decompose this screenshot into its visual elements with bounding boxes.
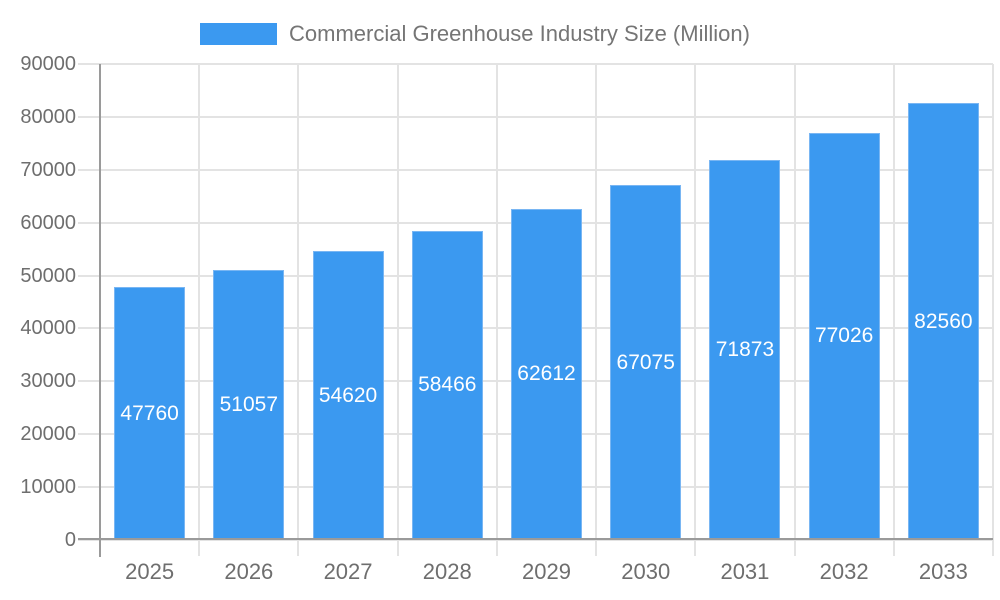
bar-value-label: 47760	[120, 401, 179, 425]
y-tick-label: 0	[64, 529, 76, 551]
bar-value-label: 51057	[219, 392, 279, 416]
bar-2025[interactable]	[114, 287, 186, 540]
y-tick-label: 10000	[20, 476, 76, 499]
bar-2031[interactable]	[709, 159, 781, 540]
bar-2029[interactable]	[511, 208, 582, 540]
x-tick-label-2032: 2032	[819, 559, 869, 584]
x-tick-label-2030: 2030	[621, 559, 671, 584]
y-tick-label: 90000	[20, 53, 76, 75]
y-grid-line	[78, 168, 993, 171]
y-grid-line	[78, 115, 993, 118]
bar-2027[interactable]	[312, 251, 384, 540]
x-tick-label-2029: 2029	[522, 559, 571, 584]
bar-value-label: 82560	[914, 309, 973, 333]
bar-value-label: 67075	[616, 350, 675, 374]
bar-2026[interactable]	[213, 269, 285, 540]
x-grid-line	[694, 64, 697, 556]
x-tick-label-2026: 2026	[224, 559, 274, 584]
y-tick-label: 70000	[20, 158, 76, 181]
bar-2028[interactable]	[411, 230, 483, 540]
x-grid-line	[396, 64, 399, 556]
x-grid-line	[297, 64, 300, 556]
bar-value-label: 62612	[517, 362, 576, 386]
x-grid-line	[595, 64, 598, 556]
plot-area: 47760 51057 54620 58466 62612 67075 71873 77026…	[78, 63, 994, 584]
bar-2033[interactable]	[907, 103, 979, 540]
x-grid-line	[892, 64, 895, 556]
x-grid-line	[992, 64, 994, 556]
x-tick-label-2031: 2031	[720, 559, 770, 584]
x-tick-label-2028: 2028	[422, 559, 472, 584]
y-tick-label: 60000	[20, 211, 76, 234]
x-tick-label-2027: 2027	[323, 559, 373, 584]
legend-item[interactable]: Commercial Greenhouse Industry Size (Mil…	[200, 21, 750, 46]
y-grid-line	[78, 63, 993, 65]
bar-value-label: 58466	[418, 373, 477, 397]
bar-2030[interactable]	[610, 185, 682, 540]
y-tick-label: 20000	[20, 423, 76, 446]
bar-value-label: 71873	[715, 337, 775, 361]
bar-value-label: 54620	[318, 383, 378, 407]
bar-value-label: 77026	[814, 324, 874, 348]
x-axis-line	[78, 538, 993, 540]
y-axis-line	[99, 64, 101, 557]
y-tick-label: 30000	[20, 370, 76, 393]
x-tick-label-2033: 2033	[918, 559, 968, 584]
x-grid-line	[198, 64, 201, 556]
y-grid-line	[78, 539, 993, 541]
y-tick-label: 50000	[20, 264, 76, 287]
legend-label: Commercial Greenhouse Industry Size (Mil…	[289, 21, 750, 46]
legend-swatch[interactable]	[200, 23, 277, 45]
y-tick-label: 80000	[20, 105, 76, 128]
x-grid-line	[495, 64, 498, 556]
x-tick-label-2025: 2025	[125, 559, 175, 584]
x-grid-line	[793, 64, 796, 556]
y-tick-label: 40000	[20, 317, 76, 340]
